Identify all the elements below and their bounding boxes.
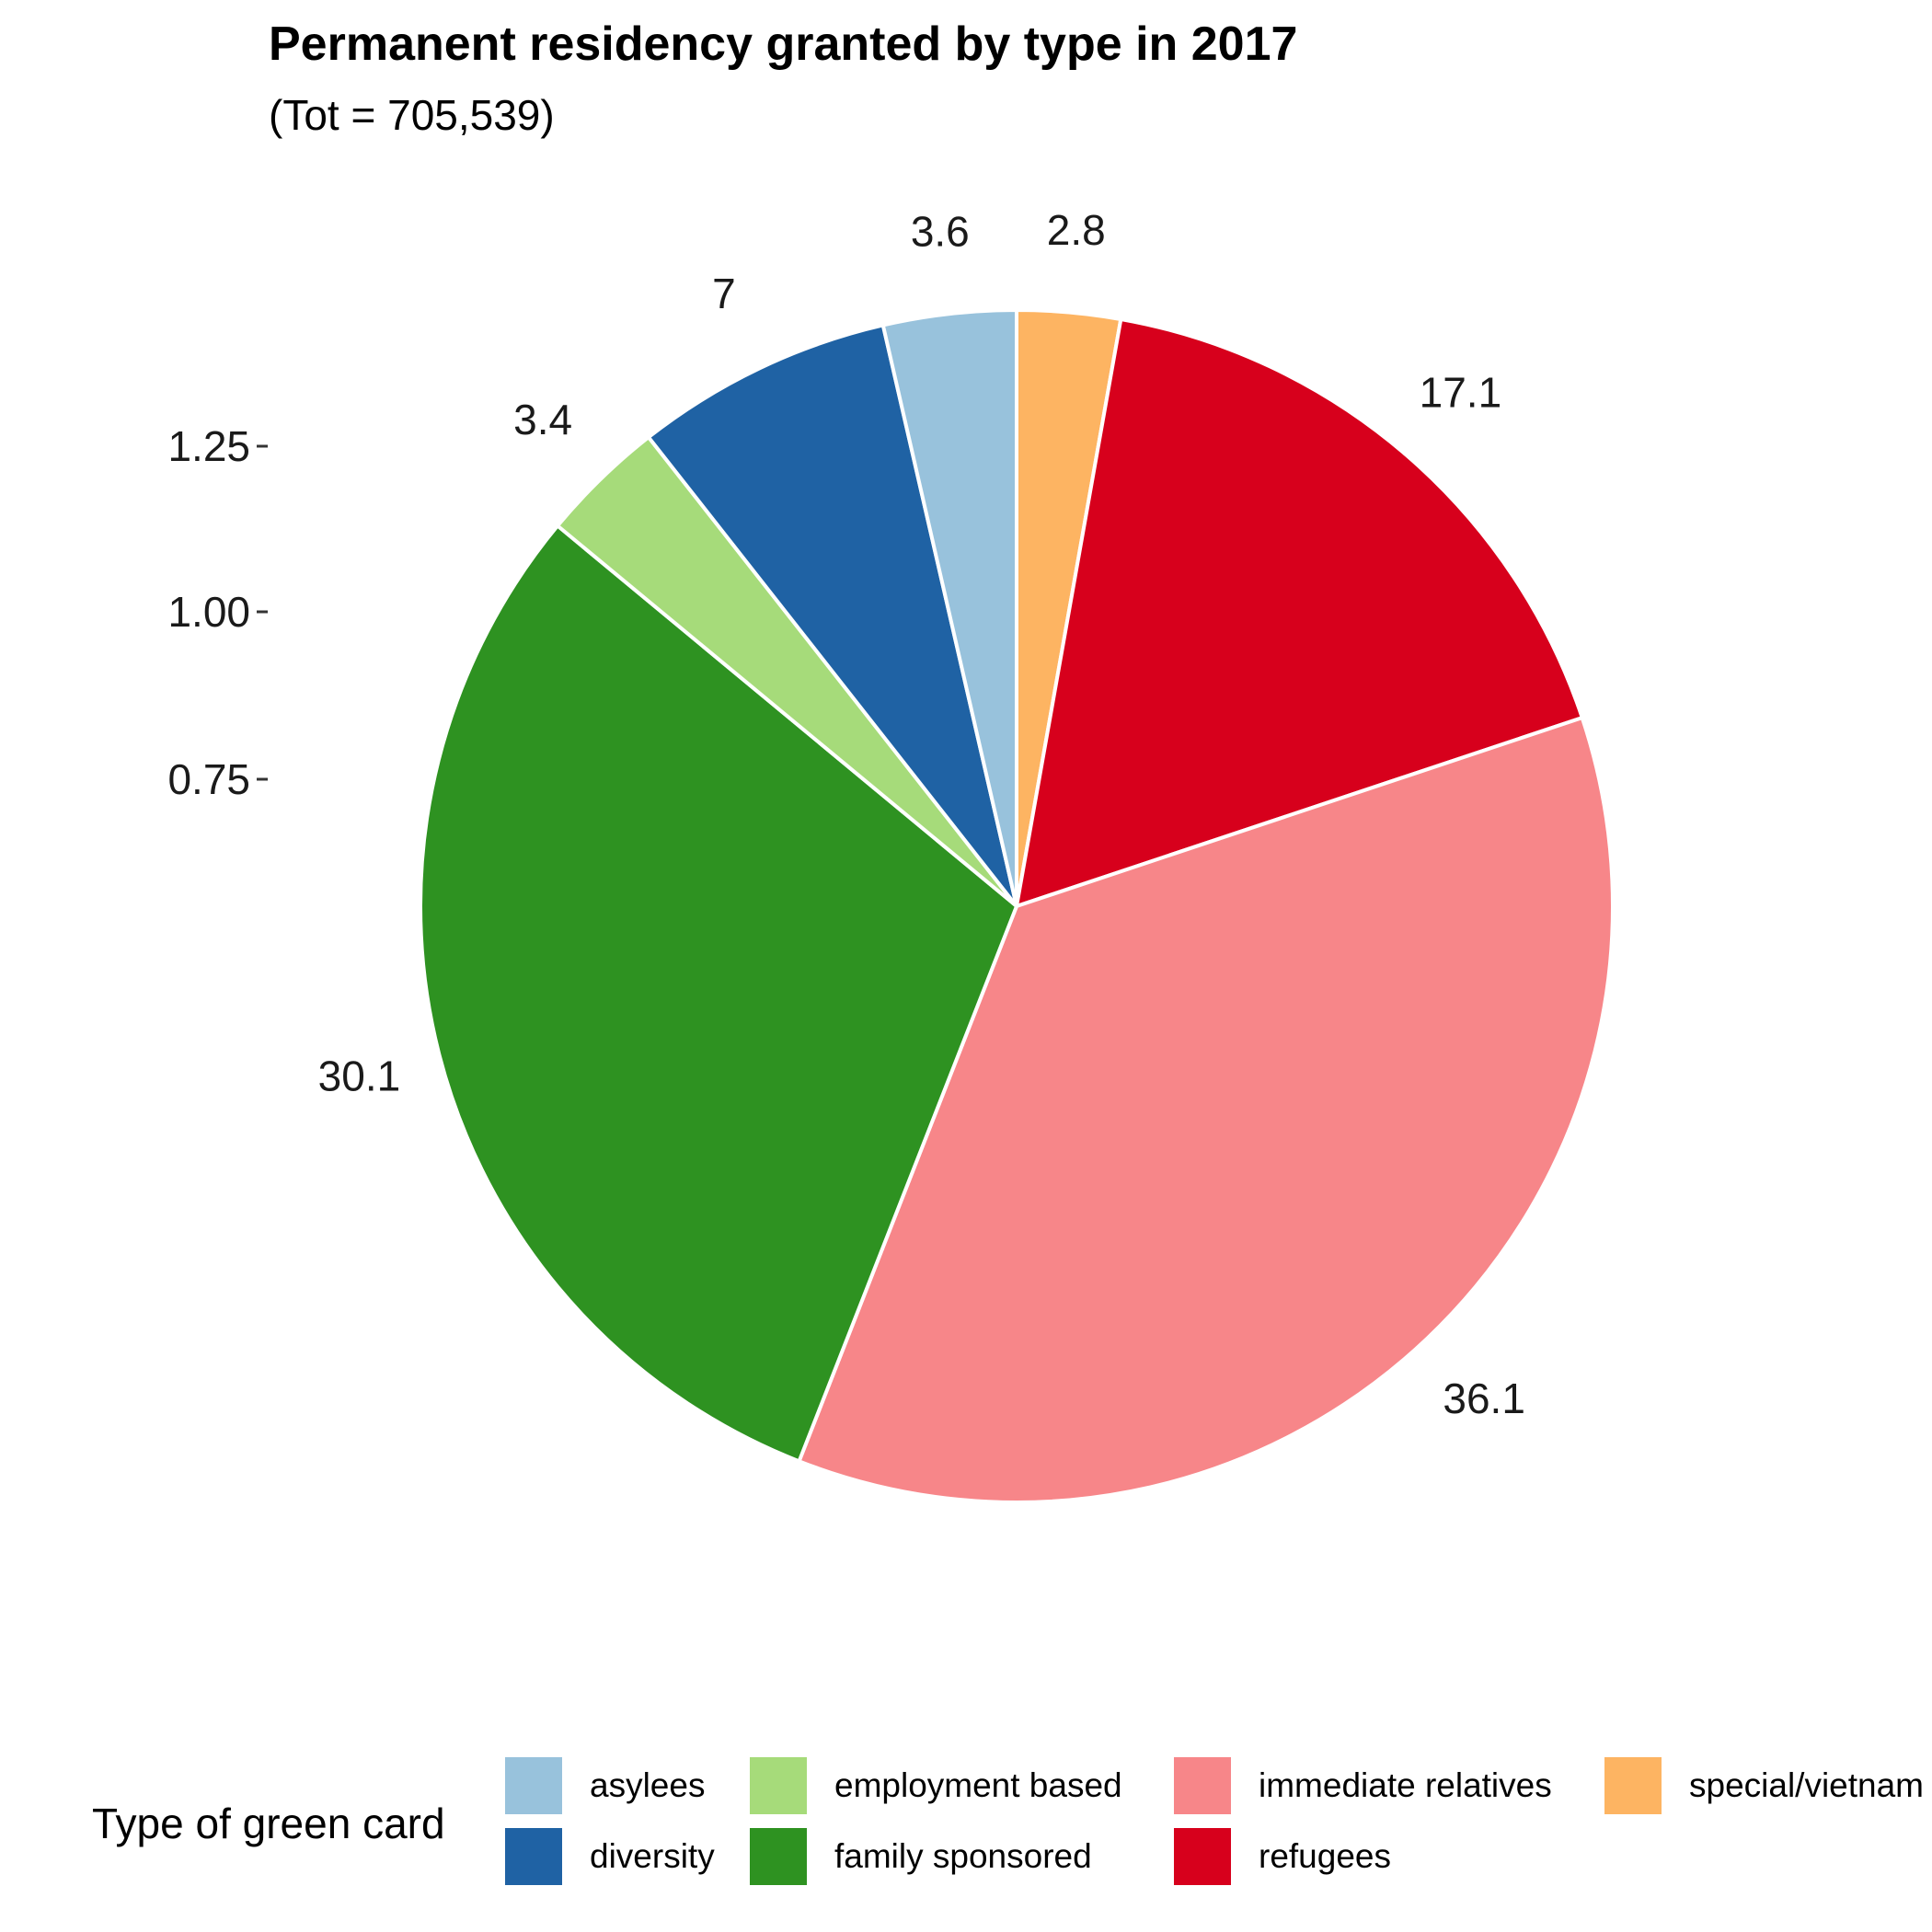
slice-value-label: 2.8: [1047, 206, 1106, 254]
legend-item-label: immediate relatives: [1259, 1766, 1552, 1804]
legend-swatch: [750, 1757, 807, 1814]
legend-swatch: [750, 1828, 807, 1885]
slice-value-label: 3.4: [513, 396, 572, 443]
slice-value-label: 3.6: [911, 208, 970, 256]
legend-swatch: [1174, 1828, 1231, 1885]
pie-slice-family-sponsored: [419, 523, 1018, 1464]
pie-slice-immediate-relatives: [797, 716, 1615, 1504]
slice-labels: 2.8 17.1 36.1 30.1 3.4 7 3.6: [318, 206, 1525, 1422]
slice-value-label: 7: [712, 270, 736, 317]
legend-item-label: family sponsored: [834, 1837, 1092, 1875]
pie-slices: [419, 308, 1615, 1504]
chart-title: Permanent residency granted by type in 2…: [269, 17, 1298, 71]
pie-slice-refugees: [1015, 316, 1584, 908]
legend-swatch: [1604, 1757, 1662, 1814]
y-tick-label: 1.00: [167, 588, 250, 636]
slice-value-label: 17.1: [1420, 368, 1502, 416]
slice-value-label: 30.1: [318, 1052, 401, 1099]
legend-item-label: employment based: [834, 1766, 1122, 1804]
legend-item-label: refugees: [1259, 1837, 1391, 1875]
pie-slice-diversity: [646, 323, 1018, 908]
legend-swatch: [505, 1828, 562, 1885]
legend-swatch: [1174, 1757, 1231, 1814]
chart-subtitle: (Tot = 705,539): [269, 91, 555, 139]
legend-item-label: diversity: [590, 1837, 715, 1875]
legend-item-label: asylees: [590, 1766, 706, 1804]
y-tick-label: 0.75: [167, 755, 250, 803]
y-tick-label: 1.25: [167, 422, 250, 470]
legend-item-label: special/vietnam: [1689, 1766, 1925, 1804]
legend-title: Type of green card: [92, 1800, 445, 1847]
slice-value-label: 36.1: [1443, 1374, 1525, 1422]
pie-slice-asylees: [880, 308, 1018, 908]
legend-swatch: [505, 1757, 562, 1814]
y-axis-ticks: 0.75 1.00 1.25: [167, 422, 268, 803]
